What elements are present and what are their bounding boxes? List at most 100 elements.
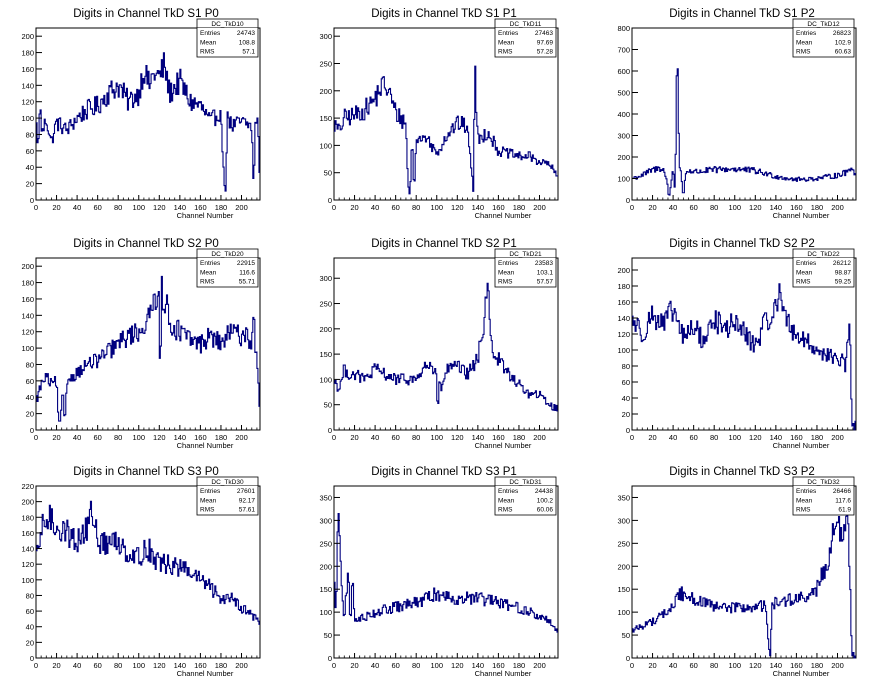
stats-value: 97.69 xyxy=(537,39,554,46)
histogram-panel: Digits in Channel TkD S2 P0 0 20 40 60 80 100 1… xyxy=(21,238,261,450)
x-axis-label: Channel Number xyxy=(177,669,234,678)
x-tick-label: 200 xyxy=(235,433,248,442)
chart-title: Digits in Channel TkD S1 P2 xyxy=(669,8,815,20)
stats-value: 24743 xyxy=(237,30,255,37)
y-tick-label: 50 xyxy=(324,631,332,640)
x-tick-label: 0 xyxy=(630,661,634,670)
plot-frame xyxy=(35,27,261,201)
x-tick-label: 200 xyxy=(533,203,546,212)
x-tick-label: 140 xyxy=(174,661,187,670)
chart-title: Digits in Channel TkD S3 P0 xyxy=(73,466,219,478)
y-tick-label: 200 xyxy=(21,262,34,271)
y-tick-label: 100 xyxy=(319,375,332,384)
y-tick-label: 0 xyxy=(30,426,34,435)
stats-box-frame xyxy=(196,476,259,516)
stats-label: Mean xyxy=(498,497,515,504)
y-tick-label: 100 xyxy=(21,344,34,353)
y-tick-label: 300 xyxy=(319,516,332,525)
stats-value: 60.63 xyxy=(835,49,852,56)
stats-box: DC_TkD32 Entries 26466 Mean 117.6 RMS 61.9 xyxy=(792,476,855,516)
y-tick-label: 350 xyxy=(319,493,332,502)
x-tick-label: 140 xyxy=(472,661,485,670)
plot-frame xyxy=(333,27,559,201)
x-tick-label: 40 xyxy=(371,661,379,670)
y-tick-label: 0 xyxy=(30,654,34,663)
x-tick-label: 120 xyxy=(749,661,762,670)
histogram-line xyxy=(334,282,558,412)
stats-label: Mean xyxy=(498,39,515,46)
x-tick-label: 180 xyxy=(811,433,824,442)
x-tick-label: 160 xyxy=(194,433,207,442)
x-tick-label: 140 xyxy=(472,433,485,442)
histogram-line xyxy=(632,509,856,659)
y-tick-label: 150 xyxy=(319,114,332,123)
y-tick-label: 700 xyxy=(617,46,630,55)
y-tick-label: 0 xyxy=(328,196,332,205)
x-tick-label: 120 xyxy=(153,661,166,670)
x-tick-label: 0 xyxy=(630,433,634,442)
histogram-line xyxy=(36,275,260,422)
stats-box: DC_TkD21 Entries 23583 Mean 103.1 RMS 57.57 xyxy=(494,248,557,288)
y-tick-label: 150 xyxy=(319,350,332,359)
y-tick-label: 200 xyxy=(319,325,332,334)
x-tick-label: 60 xyxy=(391,661,399,670)
y-tick-label: 160 xyxy=(21,529,34,538)
x-tick-label: 40 xyxy=(669,203,677,212)
stats-value: 116.6 xyxy=(239,269,255,276)
y-tick-label: 40 xyxy=(622,394,630,403)
x-tick-label: 120 xyxy=(749,433,762,442)
stats-box: DC_TkD10 Entries 24743 Mean 108.8 RMS 57.1 xyxy=(196,18,259,58)
histogram-line xyxy=(632,68,856,196)
y-tick-label: 0 xyxy=(626,654,630,663)
stats-value: 102.9 xyxy=(835,39,852,46)
x-tick-label: 160 xyxy=(790,433,803,442)
histogram-panel: Digits in Channel TkD S3 P0 0 20 40 60 80 100 1… xyxy=(21,466,261,678)
y-tick-label: 80 xyxy=(26,591,34,600)
stats-value: 24438 xyxy=(535,488,553,495)
x-tick-label: 200 xyxy=(235,661,248,670)
y-tick-label: 0 xyxy=(626,196,630,205)
histogram-panel: Digits in Channel TkD S2 P1 0 20 40 60 80 100 1… xyxy=(319,238,559,450)
x-tick-label: 120 xyxy=(153,433,166,442)
chart-title: Digits in Channel TkD S2 P0 xyxy=(73,238,219,250)
stats-value: 26212 xyxy=(833,260,851,267)
y-tick-label: 40 xyxy=(26,623,34,632)
stats-value: 60.06 xyxy=(537,507,554,514)
stats-label: Entries xyxy=(200,260,221,267)
stats-box-frame xyxy=(494,248,557,288)
plot-frame xyxy=(35,257,261,431)
stats-label: Entries xyxy=(200,30,221,37)
stats-label: Mean xyxy=(498,269,515,276)
y-tick-label: 120 xyxy=(21,328,34,337)
stats-box: DC_TkD20 Entries 22915 Mean 116.6 RMS 55.71 xyxy=(196,248,259,288)
x-tick-label: 60 xyxy=(689,433,697,442)
stats-value: 61.9 xyxy=(838,507,851,514)
y-tick-label: 150 xyxy=(319,585,332,594)
y-tick-label: 60 xyxy=(26,377,34,386)
x-tick-label: 0 xyxy=(34,661,38,670)
x-axis-label: Channel Number xyxy=(475,669,532,678)
plot-frame xyxy=(333,485,559,659)
stats-box-frame xyxy=(792,18,855,58)
stats-value: 27463 xyxy=(535,30,553,37)
y-tick-label: 0 xyxy=(626,426,630,435)
stats-value: 100.2 xyxy=(537,497,554,504)
x-tick-label: 40 xyxy=(73,433,81,442)
x-tick-label: 80 xyxy=(710,433,718,442)
stats-label: RMS xyxy=(796,279,811,286)
stats-box: DC_TkD22 Entries 26212 Mean 98.87 RMS 59.25 xyxy=(792,248,855,288)
x-tick-label: 0 xyxy=(34,203,38,212)
stats-label: RMS xyxy=(200,49,215,56)
y-tick-label: 0 xyxy=(30,196,34,205)
x-tick-label: 180 xyxy=(513,203,526,212)
y-tick-label: 20 xyxy=(26,638,34,647)
y-tick-label: 80 xyxy=(622,362,630,371)
y-tick-label: 220 xyxy=(21,482,34,491)
y-tick-label: 500 xyxy=(617,89,630,98)
y-tick-label: 200 xyxy=(21,498,34,507)
x-tick-label: 0 xyxy=(332,433,336,442)
stats-box: DC_TkD12 Entries 26823 Mean 102.9 RMS 60.63 xyxy=(792,18,855,58)
x-tick-label: 80 xyxy=(114,661,122,670)
x-tick-label: 100 xyxy=(132,433,145,442)
stats-box: DC_TkD30 Entries 27601 Mean 92.17 RMS 57.61 xyxy=(196,476,259,516)
